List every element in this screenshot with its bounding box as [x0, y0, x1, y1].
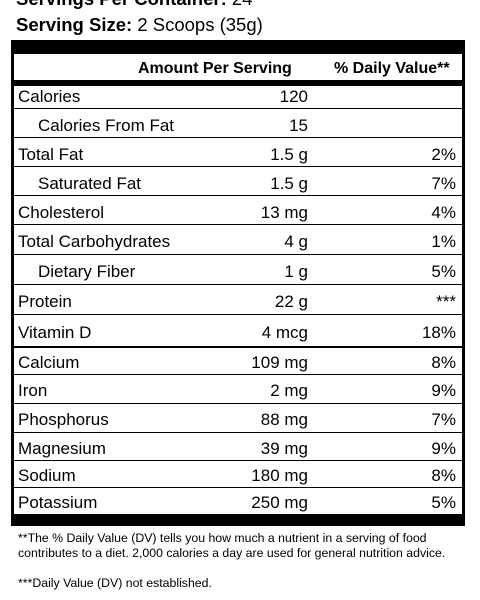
nutrient-row: Saturated Fat 1.5 g 7%: [14, 171, 462, 197]
nutrient-daily-value: 1%: [431, 232, 456, 251]
nutrient-row: Calories 120: [14, 84, 462, 110]
nutrient-amount: 180 mg: [251, 466, 308, 485]
nutrient-daily-value: ***: [436, 292, 456, 311]
servings-label: Servings Per Container:: [16, 0, 227, 9]
nutrient-name: Sodium: [18, 466, 76, 485]
nutrient-daily-value: 9%: [431, 439, 456, 458]
nutrient-daily-value: 8%: [431, 353, 456, 372]
nutrient-daily-value: 5%: [431, 493, 456, 512]
footnote-not-established: ***Daily Value (DV) not established.: [18, 576, 212, 590]
nutrient-daily-value: 9%: [431, 381, 456, 400]
servings-value: 24: [232, 0, 253, 9]
nutrient-daily-value: 7%: [431, 410, 456, 429]
nutrient-row: Phosphorus 88 mg 7%: [14, 407, 462, 433]
nutrient-name: Total Carbohydrates: [18, 232, 171, 251]
nutrient-row: Iron 2 mg 9%: [14, 378, 462, 404]
nutrient-daily-value: 5%: [431, 262, 456, 281]
nutrient-row: Cholesterol 13 mg 4%: [14, 200, 462, 226]
nutrient-daily-value: 2%: [431, 145, 456, 164]
nutrient-row: Vitamin D 4 mcg 18%: [14, 320, 462, 346]
nutrient-amount: 1.5 g: [270, 174, 308, 193]
nutrient-amount: 4 mcg: [261, 323, 308, 342]
row-divider: [14, 374, 462, 375]
nutrient-row: Calories From Fat 15: [14, 113, 462, 139]
nutrient-row: Protein 22 g ***: [14, 289, 462, 315]
row-divider: [14, 224, 462, 225]
row-divider: [14, 254, 462, 255]
nutrient-name: Calories: [18, 87, 81, 106]
nutrient-daily-value: 7%: [431, 174, 456, 193]
top-thick-bar: [11, 40, 465, 54]
nutrient-amount: 39 mg: [260, 439, 308, 458]
nutrient-name: Saturated Fat: [38, 174, 142, 193]
row-divider: [14, 432, 462, 433]
frame-right-border: [462, 46, 465, 526]
row-divider: [14, 284, 462, 285]
nutrient-amount: 1 g: [284, 262, 308, 281]
nutrient-name: Dietary Fiber: [38, 262, 136, 281]
row-divider: [14, 346, 462, 348]
header-divider-bar: [11, 80, 465, 86]
nutrient-row: Potassium 250 mg 5%: [14, 490, 462, 516]
nutrient-name: Magnesium: [18, 439, 106, 458]
nutrient-name: Iron: [18, 381, 48, 400]
serving-size-label: Serving Size:: [16, 14, 133, 35]
serving-size-value: 2 Scoops (35g): [137, 14, 263, 35]
nutrient-amount: 1.5 g: [270, 145, 308, 164]
frame-left-border: [11, 46, 14, 526]
servings-per-container: Servings Per Container: 24: [16, 0, 252, 10]
nutrient-name: Calcium: [18, 353, 80, 372]
nutrient-name: Cholesterol: [18, 203, 104, 222]
nutrient-row: Total Carbohydrates 4 g 1%: [14, 229, 462, 255]
row-divider: [14, 108, 462, 109]
nutrient-daily-value: 18%: [421, 323, 456, 342]
nutrient-amount: 13 mg: [260, 203, 308, 222]
nutrient-amount: 88 mg: [260, 410, 308, 429]
nutrient-name: Vitamin D: [18, 323, 92, 342]
nutrient-name: Potassium: [18, 493, 98, 512]
nutrient-amount: 22 g: [274, 292, 308, 311]
row-divider: [14, 487, 462, 488]
nutrient-daily-value: 8%: [431, 466, 456, 485]
row-divider: [14, 403, 462, 404]
nutrient-row: Total Fat 1.5 g 2%: [14, 142, 462, 168]
nutrient-amount: 15: [289, 116, 308, 135]
nutrient-name: Protein: [18, 292, 72, 311]
nutrient-name: Phosphorus: [18, 410, 109, 429]
column-header-amount: Amount Per Serving: [138, 60, 292, 77]
nutrient-amount: 250 mg: [251, 493, 308, 512]
row-divider: [14, 314, 462, 315]
bottom-thick-bar: [11, 514, 465, 526]
nutrient-daily-value: 4%: [431, 203, 456, 222]
row-divider: [14, 166, 462, 167]
column-header-daily-value: % Daily Value**: [334, 60, 450, 77]
row-divider: [14, 195, 462, 196]
nutrient-name: Calories From Fat: [38, 116, 175, 135]
nutrient-name: Total Fat: [18, 145, 84, 164]
row-divider: [14, 137, 462, 138]
nutrient-amount: 2 mg: [270, 381, 308, 400]
nutrient-row: Sodium 180 mg 8%: [14, 463, 462, 489]
nutrient-amount: 120: [279, 87, 308, 106]
nutrient-row: Dietary Fiber 1 g 5%: [14, 259, 462, 285]
nutrient-amount: 4 g: [284, 232, 308, 251]
nutrient-row: Magnesium 39 mg 9%: [14, 436, 462, 462]
nutrient-row: Calcium 109 mg 8%: [14, 350, 462, 376]
row-divider: [14, 460, 462, 461]
serving-size: Serving Size: 2 Scoops (35g): [16, 14, 263, 36]
footnote-daily-value: **The % Daily Value (DV) tells you how m…: [18, 531, 446, 560]
nutrient-amount: 109 mg: [251, 353, 308, 372]
